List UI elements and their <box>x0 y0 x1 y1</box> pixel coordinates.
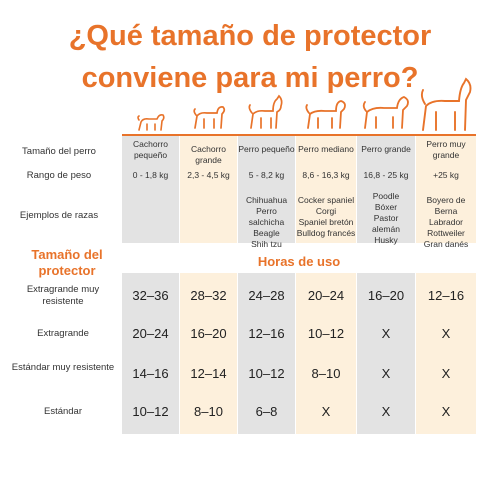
hours-cell: 20–24 <box>132 326 169 341</box>
hours-cell: 8–10 <box>194 404 223 419</box>
puppy-small-icon <box>137 114 165 131</box>
row-label-protector: Estándar muy resistente <box>11 362 115 373</box>
hours-cell: 16–20 <box>367 288 405 303</box>
col-name-4: Perro mediano <box>298 144 354 154</box>
hours-cell: 12–14 <box>190 366 227 381</box>
row-label-dog-size: Tamaño del perro <box>22 146 96 157</box>
col-breeds-6: Boyero de Berna Labrador Rottweiler Gran… <box>423 195 469 249</box>
hours-cell: 12–16 <box>248 326 285 341</box>
col-breeds-5: Poodle Bóxer Pastor alemán Husky <box>372 191 400 245</box>
hours-cell: 14–16 <box>132 366 169 381</box>
col-weight-2: 2,3 - 4,5 kg <box>187 170 230 180</box>
extra-large-dog-icon <box>420 77 472 131</box>
col-name-2: Cachorro grande <box>191 144 226 165</box>
puppy-large-icon <box>193 106 226 129</box>
small-dog-icon <box>248 94 283 129</box>
column-bg-5 <box>357 136 415 434</box>
hours-cell: 24–28 <box>248 288 285 303</box>
section-band <box>0 243 500 273</box>
column-bg-3 <box>238 136 295 434</box>
hours-cell: 10–12 <box>132 404 169 419</box>
col-name-1: Cachorro pequeño <box>133 139 168 160</box>
hours-cell: 6–8 <box>255 404 278 419</box>
hours-cell: X <box>321 404 331 419</box>
row-label-weight: Rango de peso <box>26 170 92 181</box>
row-label-protector: Extragrande muy resistente <box>26 284 100 307</box>
protector-size-heading: Tamaño del protector <box>31 247 103 278</box>
title-line-2: conviene para mi perro? <box>81 62 419 94</box>
column-bg-1 <box>122 136 179 434</box>
col-weight-5: 16,8 - 25 kg <box>363 170 409 180</box>
col-name-3: Perro pequeño <box>238 144 295 154</box>
column-bg-4 <box>296 136 356 434</box>
row-label-breeds: Ejemplos de razas <box>19 210 99 221</box>
hours-cell: 32–36 <box>132 288 169 303</box>
hours-cell: 10–12 <box>307 326 345 341</box>
col-breeds-4: Cocker spaniel Corgi Spaniel bretón Bull… <box>296 195 356 238</box>
hours-cell: 10–12 <box>248 366 285 381</box>
hours-cell: X <box>441 404 451 419</box>
large-dog-icon <box>362 96 409 129</box>
col-weight-1: 0 - 1,8 kg <box>132 170 169 180</box>
hours-cell: X <box>441 326 451 341</box>
col-weight-4: 8,6 - 16,3 kg <box>302 170 350 180</box>
column-bg-2 <box>180 136 237 434</box>
hours-cell: X <box>381 326 391 341</box>
col-name-6: Perro muy grande <box>426 139 466 160</box>
hours-of-use-heading: Horas de uso <box>257 254 341 269</box>
hours-cell: X <box>381 404 391 419</box>
hours-cell: 16–20 <box>190 326 227 341</box>
top-rule <box>122 134 476 136</box>
hours-cell: 12–16 <box>427 288 465 303</box>
col-breeds-3: Chihuahua Perro salchicha Beagle Shih tz… <box>245 195 288 249</box>
col-name-5: Perro grande <box>361 144 411 154</box>
col-weight-3: 5 - 8,2 kg <box>248 170 285 180</box>
col-weight-6: +25 kg <box>433 170 459 180</box>
hours-cell: X <box>381 366 391 381</box>
hours-cell: 8–10 <box>311 366 341 381</box>
hours-cell: X <box>441 366 451 381</box>
column-bg-6 <box>416 136 476 434</box>
hours-cell: 28–32 <box>190 288 227 303</box>
row-label-protector: Extragrande <box>37 328 89 339</box>
row-label-protector: Estándar <box>43 406 83 417</box>
hours-cell: 20–24 <box>307 288 345 303</box>
medium-dog-icon <box>305 100 346 129</box>
title-line-1: ¿Qué tamaño de protector <box>68 20 432 52</box>
